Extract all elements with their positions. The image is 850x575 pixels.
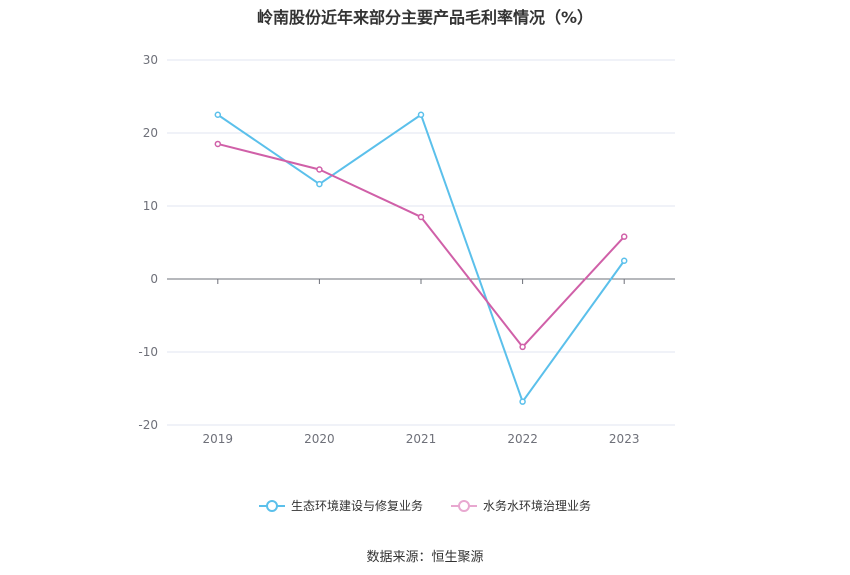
data-point [620, 257, 628, 264]
y-tick-label: 10 [143, 199, 158, 213]
data-point [316, 180, 323, 188]
x-tick-label: 2023 [609, 432, 640, 446]
chart-title: 岭南股份近年来部分主要产品毛利率情况（%） [256, 8, 594, 27]
legend-label: 水务水环境治理业务 [483, 499, 592, 513]
legend-line-icon [258, 499, 285, 513]
y-tick-label: -10 [138, 345, 158, 359]
legend-item-series-2[interactable]: 水务水环境治理业务 [451, 497, 591, 514]
data-point [417, 213, 425, 221]
y-tick-label: 0 [150, 272, 158, 286]
legend-label: 生态环境建设与修复业务 [290, 499, 423, 513]
y-tick-label: -20 [138, 418, 158, 432]
data-source: 数据来源：恒生聚源 [366, 550, 484, 565]
axes: -20 -10 0 10 20 30 2019 2020 2021 2022 2023 [138, 53, 675, 446]
data-point [214, 140, 222, 148]
data-point [519, 343, 526, 351]
data-point [620, 233, 628, 240]
series-lines [214, 111, 628, 405]
series-line-1 [217, 113, 626, 403]
x-tick-label: 2022 [507, 432, 538, 446]
legend-line-icon [451, 499, 477, 513]
y-tick-label: 20 [143, 126, 158, 140]
x-tick-label: 2019 [203, 432, 234, 446]
legend: 生态环境建设与修复业务 水务水环境治理业务 [0, 497, 850, 514]
x-tick-label: 2020 [304, 432, 335, 446]
legend-item-series-1[interactable]: 生态环境建设与修复业务 [258, 497, 423, 514]
x-tick-label: 2021 [406, 432, 437, 446]
grid-lines [167, 59, 675, 426]
data-point [519, 398, 526, 405]
data-point [316, 166, 323, 173]
data-point [417, 111, 425, 118]
series-line-2 [217, 142, 625, 348]
y-tick-label: 30 [143, 53, 158, 67]
data-point [214, 111, 222, 118]
